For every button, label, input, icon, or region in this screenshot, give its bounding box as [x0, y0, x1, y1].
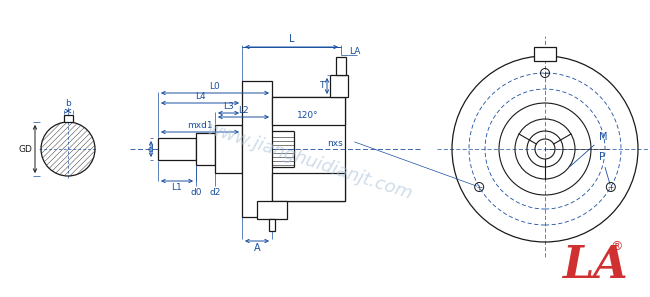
Bar — [64, 115, 73, 122]
Polygon shape — [272, 97, 345, 125]
Text: L2: L2 — [238, 106, 249, 115]
Text: GD: GD — [19, 145, 32, 154]
Text: L4: L4 — [195, 92, 205, 101]
Text: L1: L1 — [172, 183, 183, 192]
Bar — [257, 201, 287, 219]
Text: d2: d2 — [209, 188, 221, 197]
Text: d0: d0 — [190, 188, 202, 197]
Text: P: P — [599, 152, 610, 184]
Text: T: T — [319, 81, 324, 91]
Text: ®: ® — [611, 241, 623, 254]
Text: d: d — [148, 145, 153, 154]
Bar — [158, 138, 196, 160]
Text: M: M — [570, 132, 608, 166]
Polygon shape — [242, 81, 272, 217]
Text: A: A — [254, 243, 260, 253]
Text: L3: L3 — [223, 102, 234, 111]
Text: LA: LA — [562, 244, 628, 287]
Polygon shape — [272, 173, 345, 201]
Bar — [215, 125, 242, 173]
Bar — [269, 219, 275, 231]
Bar — [336, 57, 346, 75]
Text: nxs: nxs — [327, 140, 343, 148]
Bar — [534, 47, 556, 61]
Bar — [330, 75, 348, 97]
Text: www.jianghuidianjt.com: www.jianghuidianjt.com — [205, 120, 415, 204]
Text: L0: L0 — [209, 82, 220, 91]
Text: b: b — [65, 99, 71, 108]
Bar — [196, 133, 215, 165]
Text: mxd1: mxd1 — [187, 121, 213, 130]
Text: LA: LA — [349, 47, 360, 56]
Text: L: L — [289, 34, 294, 45]
Text: 120°: 120° — [297, 111, 318, 121]
